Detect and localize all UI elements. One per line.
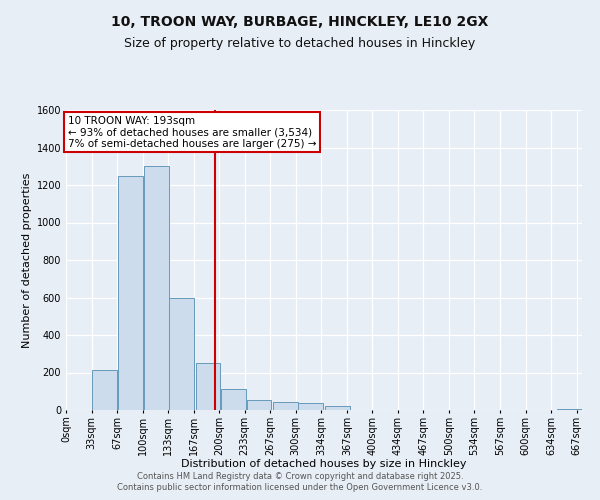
Text: Contains HM Land Registry data © Crown copyright and database right 2025.: Contains HM Land Registry data © Crown c… (137, 472, 463, 481)
Text: Contains public sector information licensed under the Open Government Licence v3: Contains public sector information licen… (118, 484, 482, 492)
Bar (247, 400, 271, 410)
Bar (298, 404, 323, 410)
Bar (221, 390, 246, 410)
Text: Size of property relative to detached houses in Hinckley: Size of property relative to detached ho… (124, 38, 476, 51)
Text: 10 TROON WAY: 193sqm
← 93% of detached houses are smaller (3,534)
7% of semi-det: 10 TROON WAY: 193sqm ← 93% of detached h… (68, 116, 316, 149)
Bar (325, 406, 350, 410)
Bar (557, 409, 581, 410)
Bar (273, 402, 298, 410)
Bar (92, 370, 117, 410)
Y-axis label: Number of detached properties: Number of detached properties (22, 172, 32, 348)
Bar (118, 176, 143, 410)
Bar (143, 166, 169, 410)
X-axis label: Distribution of detached houses by size in Hinckley: Distribution of detached houses by size … (181, 459, 467, 469)
Text: 10, TROON WAY, BURBAGE, HINCKLEY, LE10 2GX: 10, TROON WAY, BURBAGE, HINCKLEY, LE10 2… (112, 15, 488, 29)
Bar (169, 298, 194, 410)
Bar (196, 363, 220, 410)
